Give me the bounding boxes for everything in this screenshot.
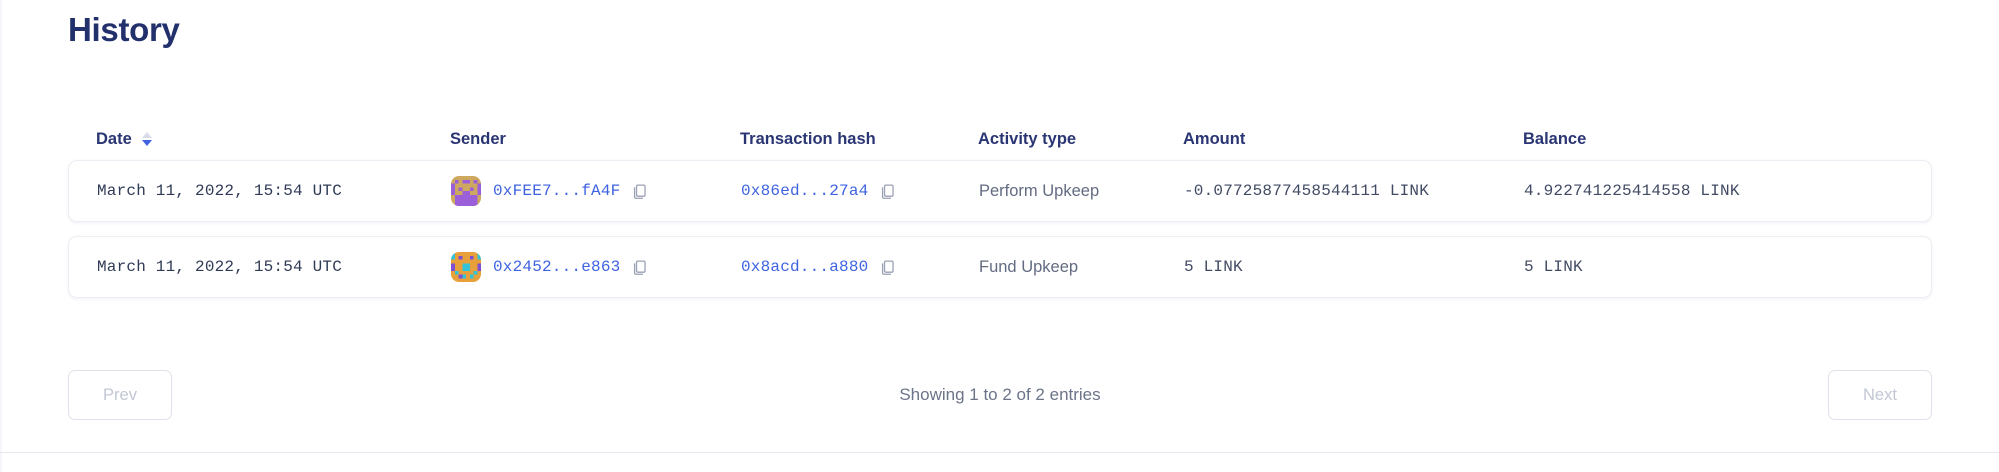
- amount-value: -0.07725877458544111 LINK: [1184, 182, 1430, 200]
- copy-icon[interactable]: [879, 259, 896, 276]
- pagination-info: Showing 1 to 2 of 2 entries: [899, 385, 1101, 404]
- amount-value: 5 LINK: [1184, 258, 1243, 276]
- column-header-balance-label: Balance: [1523, 129, 1587, 148]
- column-header-activity-type-label: Activity type: [978, 129, 1077, 148]
- copy-icon[interactable]: [631, 259, 648, 276]
- copy-icon[interactable]: [631, 183, 648, 200]
- cell-amount: -0.07725877458544111 LINK: [1184, 182, 1524, 200]
- cell-balance: 4.922741225414558 LINK: [1524, 182, 1903, 200]
- sender-address-link[interactable]: 0x2452...e863: [493, 258, 621, 276]
- column-header-balance: Balance: [1523, 130, 1904, 149]
- sort-arrows-icon[interactable]: [141, 132, 152, 146]
- transaction-hash-link[interactable]: 0x86ed...27a4: [741, 182, 869, 200]
- transaction-hash-link[interactable]: 0x8acd...a880: [741, 258, 869, 276]
- activity-type-value: Fund Upkeep: [979, 257, 1079, 276]
- cell-transaction-hash: 0x86ed...27a4: [741, 182, 979, 200]
- page-left-edge: [0, 0, 2, 472]
- cell-sender: 0xFEE7...fA4F: [451, 176, 741, 206]
- column-header-amount-label: Amount: [1183, 129, 1246, 148]
- cell-date: March 11, 2022, 15:54 UTC: [97, 258, 451, 276]
- cell-transaction-hash: 0x8acd...a880: [741, 258, 979, 276]
- column-header-date-label: Date: [96, 129, 132, 148]
- avatar: [451, 252, 481, 282]
- column-header-transaction-hash-label: Transaction hash: [740, 129, 876, 148]
- balance-value: 4.922741225414558 LINK: [1524, 182, 1740, 200]
- page-title: History: [68, 11, 180, 48]
- cell-amount: 5 LINK: [1184, 258, 1524, 276]
- date-value: March 11, 2022, 15:54 UTC: [97, 258, 343, 276]
- column-header-activity-type: Activity type: [978, 130, 1183, 149]
- column-header-amount: Amount: [1183, 130, 1523, 149]
- history-table: Date Sender Transaction hash Activity ty…: [68, 118, 1932, 312]
- bottom-divider: [0, 452, 1999, 453]
- cell-sender: 0x2452...e863: [451, 252, 741, 282]
- sort-descending-icon: [141, 140, 152, 146]
- table-header-row: Date Sender Transaction hash Activity ty…: [68, 118, 1932, 160]
- copy-icon[interactable]: [879, 183, 896, 200]
- table-row[interactable]: March 11, 2022, 15:54 UTC: [68, 160, 1932, 222]
- avatar: [451, 176, 481, 206]
- activity-type-value: Perform Upkeep: [979, 181, 1100, 200]
- column-header-transaction-hash: Transaction hash: [740, 130, 978, 149]
- sort-ascending-icon: [141, 132, 152, 138]
- cell-activity-type: Perform Upkeep: [979, 182, 1184, 201]
- cell-activity-type: Fund Upkeep: [979, 258, 1184, 277]
- column-header-date[interactable]: Date: [96, 130, 450, 149]
- table-row[interactable]: March 11, 2022, 15:54 UTC: [68, 236, 1932, 298]
- balance-value: 5 LINK: [1524, 258, 1583, 276]
- next-page-button[interactable]: Next: [1827, 370, 1932, 420]
- prev-page-button[interactable]: Prev: [68, 370, 172, 420]
- sender-address-link[interactable]: 0xFEE7...fA4F: [493, 182, 621, 200]
- column-header-sender: Sender: [450, 130, 740, 149]
- cell-balance: 5 LINK: [1524, 258, 1903, 276]
- date-value: March 11, 2022, 15:54 UTC: [97, 182, 343, 200]
- column-header-sender-label: Sender: [450, 129, 506, 148]
- pagination-footer: Prev Showing 1 to 2 of 2 entries Next: [68, 367, 1932, 423]
- cell-date: March 11, 2022, 15:54 UTC: [97, 182, 451, 200]
